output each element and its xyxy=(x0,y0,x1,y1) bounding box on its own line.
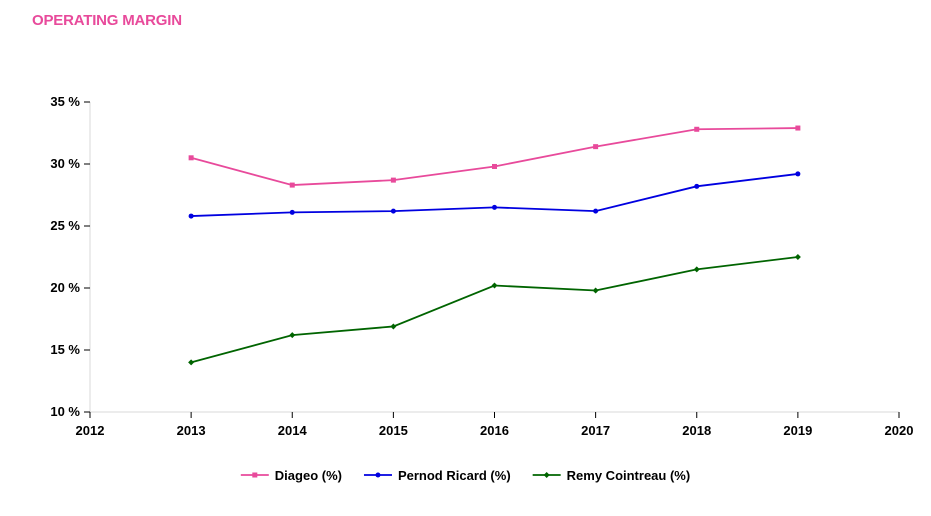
data-point xyxy=(795,125,801,131)
data-point xyxy=(694,126,700,132)
series-line xyxy=(190,256,798,364)
data-point xyxy=(794,254,801,260)
data-point xyxy=(390,323,397,330)
legend-item[interactable]: Remy Cointreau (%) xyxy=(532,468,691,483)
data-point xyxy=(289,209,295,215)
legend-item[interactable]: Diageo (%) xyxy=(240,468,342,483)
data-point xyxy=(694,183,700,189)
legend-marker xyxy=(543,472,550,478)
x-tick-label: 2017 xyxy=(581,423,610,438)
data-point xyxy=(491,282,498,289)
series-line xyxy=(190,127,798,186)
data-point xyxy=(593,208,599,214)
legend-marker xyxy=(375,472,381,478)
x-tick-label: 2014 xyxy=(278,423,308,438)
chart-title: OPERATING MARGIN xyxy=(32,12,182,29)
y-tick-label: 35 % xyxy=(50,94,80,109)
y-tick-label: 20 % xyxy=(50,280,80,295)
y-tick-label: 30 % xyxy=(50,156,80,171)
x-tick-label: 2013 xyxy=(177,423,206,438)
data-point xyxy=(390,208,396,214)
y-tick-label: 25 % xyxy=(50,218,80,233)
series-lines xyxy=(188,125,801,366)
data-point xyxy=(593,144,599,150)
x-tick-label: 2020 xyxy=(885,423,914,438)
x-tick-label: 2015 xyxy=(379,423,408,438)
series-0 xyxy=(188,125,801,188)
data-point xyxy=(188,359,195,366)
x-tick-label: 2018 xyxy=(682,423,711,438)
y-tick-label: 15 % xyxy=(50,342,80,357)
data-point xyxy=(795,171,801,177)
legend-marker xyxy=(252,472,258,478)
axes: 10 % 15 % 20 % 25 % 30 % 35 % 2012 2013 2014 2015… xyxy=(50,94,913,438)
data-point xyxy=(693,266,700,273)
data-point xyxy=(289,332,296,339)
legend-label: Diageo (%) xyxy=(275,468,342,483)
x-tick-label: 2012 xyxy=(76,423,105,438)
data-point xyxy=(188,213,194,219)
data-point xyxy=(492,204,497,210)
data-point xyxy=(492,163,497,169)
legend-label: Remy Cointreau (%) xyxy=(567,468,691,483)
series-2 xyxy=(188,254,801,366)
legend-item[interactable]: Pernod Ricard (%) xyxy=(363,468,511,483)
x-tick-label: 2016 xyxy=(480,423,509,438)
x-tick-label: 2019 xyxy=(783,423,812,438)
series-1 xyxy=(188,171,801,219)
data-point xyxy=(390,177,396,183)
data-point xyxy=(289,182,295,188)
y-tick-label: 10 % xyxy=(50,404,80,419)
legend-label: Pernod Ricard (%) xyxy=(398,468,511,483)
legend: Diageo (%) Pernod Ricard (%) Remy Cointrea… xyxy=(240,468,691,483)
data-point xyxy=(592,287,599,294)
data-point xyxy=(188,155,194,161)
